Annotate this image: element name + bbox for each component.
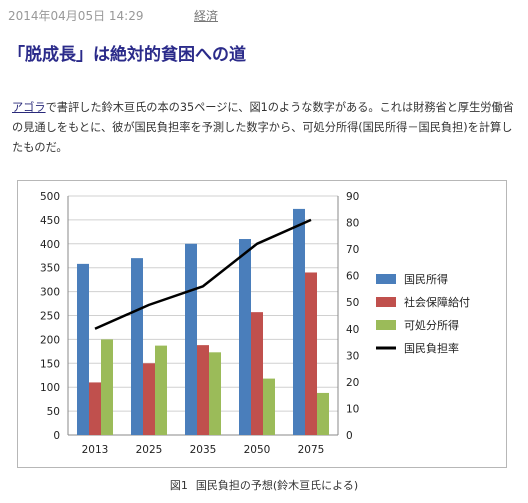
y-tick-label: 250	[40, 311, 60, 323]
y-tick-label: 300	[40, 287, 60, 299]
x-tick-label: 2035	[190, 444, 217, 456]
y-tick-label: 0	[53, 430, 60, 442]
figure-caption: 図1 国民負担の予想(鈴木亘氏による)	[0, 477, 528, 493]
body-text: で書評した鈴木亘氏の本の35ページに、図1のような数字がある。これは財務省と厚生…	[12, 101, 514, 154]
x-tick-label: 2050	[244, 444, 271, 456]
chart-figure: 0 50 100 150 200 250 300 350 400 450 500 0 10 20 30 40 5…	[17, 180, 507, 468]
legend-label: 可処分所得	[404, 319, 459, 332]
caption-label: 図1	[169, 479, 188, 492]
bar-3	[317, 392, 329, 435]
bar-3	[101, 339, 113, 435]
y2-tick-label: 70	[346, 244, 359, 256]
x-tick-label: 2025	[136, 444, 163, 456]
bar-2	[305, 272, 317, 435]
y2-tick-label: 0	[346, 430, 353, 442]
bar-1	[77, 263, 89, 435]
agora-link[interactable]: アゴラ	[12, 101, 46, 114]
y2-tick-label: 10	[346, 403, 359, 415]
bar-2	[143, 363, 155, 435]
legend-label: 国民負担率	[404, 341, 459, 355]
bar-2	[251, 312, 263, 435]
y2-tick-label: 90	[346, 191, 359, 203]
post-meta: 2014年04月05日 14:29 経済	[8, 7, 218, 24]
bar-1	[185, 243, 197, 435]
y2-tick-label: 20	[346, 377, 359, 389]
y2-tick-label: 30	[346, 350, 359, 362]
bar-2	[197, 345, 209, 435]
y-tick-label: 450	[40, 215, 60, 227]
post-body: アゴラで書評した鈴木亘氏の本の35ページに、図1のような数字がある。これは財務省…	[12, 98, 516, 158]
y2-tick-label: 80	[346, 218, 359, 230]
x-tick-label: 2075	[298, 444, 325, 456]
bar-3	[155, 345, 167, 435]
chart-svg: 0 50 100 150 200 250 300 350 400 450 500 0 10 20 30 40 5…	[40, 191, 470, 456]
x-tick-label: 2013	[82, 444, 109, 456]
y-tick-label: 200	[40, 334, 60, 346]
caption-text: 国民負担の予想(鈴木亘氏による)	[195, 479, 359, 492]
post-title: 「脱成長」は絶対的貧困への道	[8, 45, 246, 65]
y2-tick-label: 60	[346, 271, 359, 283]
bar-1	[293, 208, 305, 435]
bar-2	[89, 382, 101, 435]
legend-label: 国民所得	[404, 273, 448, 286]
legend-swatch	[376, 274, 396, 284]
line-series	[94, 218, 312, 330]
bar-1	[131, 258, 143, 435]
y-tick-label: 500	[40, 191, 60, 203]
y-tick-label: 150	[40, 358, 60, 370]
category-link[interactable]: 経済	[194, 9, 219, 23]
y-tick-label: 400	[40, 239, 60, 251]
legend-swatch	[376, 320, 396, 330]
y2-tick-label: 50	[346, 297, 359, 309]
y-tick-label: 50	[47, 406, 60, 418]
bar-1	[239, 239, 251, 435]
legend-label: 社会保障給付	[404, 295, 470, 309]
legend-swatch	[376, 297, 396, 307]
y2-tick-label: 40	[346, 324, 359, 336]
bar-3	[209, 352, 221, 435]
bar-3	[263, 378, 275, 435]
y-tick-label: 350	[40, 263, 60, 275]
y-tick-label: 100	[40, 382, 60, 394]
post-date: 2014年04月05日 14:29	[8, 9, 144, 23]
